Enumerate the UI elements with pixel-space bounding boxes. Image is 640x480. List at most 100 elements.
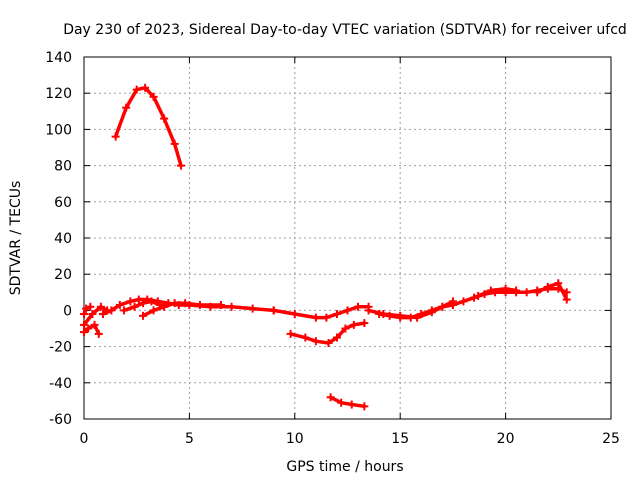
data-point [341,324,350,333]
y-tick-label: -60 [49,412,72,428]
data-point [132,85,141,94]
data-point [326,393,335,402]
data-point [360,319,369,328]
data-point [227,302,236,311]
data-point [427,308,436,317]
data-point [343,306,352,315]
data-point [181,299,190,308]
grid [84,57,611,419]
data-point [533,288,542,297]
data-point [324,338,333,347]
series-s4 [82,305,109,327]
data-series [80,83,571,411]
data-point [86,302,95,311]
data-point [126,297,135,306]
data-point [134,295,143,304]
axis-ticks: 0 5 10 15 20 25 -60 -40 -20 0 20 40 60 80 100 120 140 [45,50,620,447]
y-tick-label: 0 [63,303,72,319]
x-tick-label: 20 [497,431,515,447]
data-point [90,320,99,329]
data-point [413,313,422,322]
data-point [84,324,93,333]
data-point [160,302,169,311]
y-tick-label: 100 [45,122,72,138]
x-tick-label: 10 [286,431,304,447]
series-s15 [535,281,569,302]
data-point [94,329,103,338]
data-point [149,306,158,315]
data-point [248,304,257,313]
data-point [301,333,310,342]
data-point [337,398,346,407]
data-point [311,313,320,322]
series-s10 [328,395,367,409]
data-point [139,311,148,320]
y-tick-label: 20 [54,267,72,283]
data-point [364,306,373,315]
data-point [486,286,495,295]
y-axis-label: SDTVAR / TECUs [8,181,24,296]
data-point [512,286,521,295]
data-point [332,333,341,342]
y-tick-label: -40 [49,376,72,392]
x-tick-label: 0 [80,431,89,447]
data-point [139,299,148,308]
y-tick-label: 60 [54,195,72,211]
data-point [82,304,91,313]
data-point [543,282,552,291]
data-point [360,402,369,411]
data-point [438,302,447,311]
y-tick-label: 80 [54,159,72,175]
data-point [311,337,320,346]
series-s14 [476,286,518,298]
x-axis-label: GPS time / hours [286,459,403,475]
data-point [332,310,341,319]
data-point [176,161,185,170]
data-point [269,306,278,315]
data-point [160,114,169,123]
data-point [80,320,88,329]
data-point [130,302,139,311]
data-point [115,300,124,309]
y-tick-label: 140 [45,50,72,66]
y-tick-label: -20 [49,340,72,356]
data-point [448,300,457,309]
data-point [354,302,363,311]
data-point [147,297,156,306]
data-point [286,329,295,338]
x-tick-label: 5 [185,431,194,447]
data-point [149,92,158,101]
data-point [96,302,105,311]
series-s1 [113,86,183,168]
data-point [195,300,204,309]
data-point [474,291,483,300]
x-tick-label: 15 [391,431,409,447]
data-point [80,310,88,319]
data-point [459,297,468,306]
y-tick-label: 40 [54,231,72,247]
data-point [554,279,563,288]
data-point [88,310,97,319]
data-point [396,311,405,320]
data-point [322,313,331,322]
data-point [107,306,116,315]
data-point [141,83,150,92]
data-point [98,310,107,319]
data-point [170,139,179,148]
data-point [349,320,358,329]
chart-title: Day 230 of 2023, Sidereal Day-to-day VTE… [63,22,627,38]
data-point [522,288,531,297]
y-tick-label: 120 [45,86,72,102]
data-point [290,310,299,319]
data-point [347,400,356,409]
data-point [469,293,478,302]
data-point [80,328,88,337]
data-point [111,132,120,141]
data-point [122,103,131,112]
x-tick-label: 25 [602,431,620,447]
data-point [120,306,129,315]
data-point [501,284,510,293]
data-point [562,295,571,304]
